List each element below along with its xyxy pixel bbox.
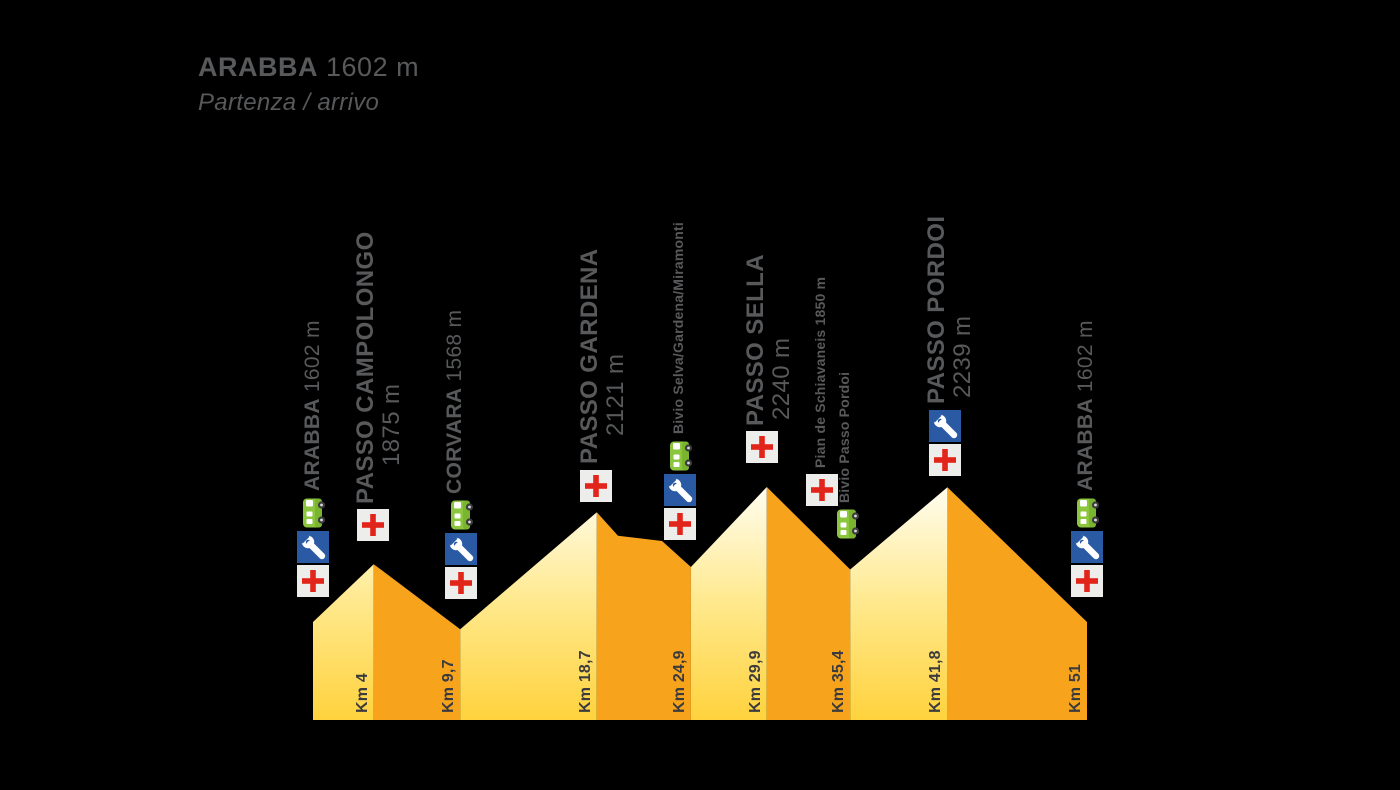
start-location-elevation: 1602 m — [326, 52, 420, 82]
km-marker: Km 9,7 — [440, 659, 458, 713]
climb-segment — [690, 487, 767, 720]
km-marker: Km 51 — [1066, 663, 1084, 713]
climb-segment — [850, 487, 948, 720]
descent-segment — [947, 487, 1087, 720]
waypoint-label-gardena: PASSO GARDENA 2121 m — [576, 248, 629, 464]
waypoint-label-campolongo: PASSO CAMPOLONGO 1875 m — [352, 231, 405, 504]
first-aid-icon — [929, 444, 961, 476]
bike-service-icon — [445, 533, 477, 565]
km-marker: Km 18,7 — [576, 650, 594, 713]
start-location-name: ARABBA — [198, 52, 318, 82]
waypoint-label-bivio-pordoi: Bivio Passo Pordoi — [836, 371, 852, 503]
bike-service-icon — [664, 474, 696, 506]
km-marker: Km 29,9 — [746, 650, 764, 713]
first-aid-icon — [297, 565, 329, 597]
shuttle-bus-icon — [1071, 497, 1103, 529]
page-subtitle: Partenza / arrivo — [198, 89, 380, 116]
shuttle-bus-icon — [831, 508, 863, 540]
descent-segment — [596, 512, 691, 720]
shuttle-bus-icon — [664, 440, 696, 472]
shuttle-bus-icon — [445, 499, 477, 531]
first-aid-icon — [357, 509, 389, 541]
first-aid-icon — [746, 431, 778, 463]
header: ARABBA 1602 m Partenza / arrivo — [198, 52, 419, 117]
climb-segment — [460, 512, 597, 720]
descent-segment — [373, 564, 461, 720]
waypoint-label-arabba-start: ARABBA 1602 m — [301, 320, 324, 491]
climb-segment — [313, 564, 374, 720]
shuttle-bus-icon — [297, 497, 329, 529]
bike-service-icon — [297, 531, 329, 563]
first-aid-icon — [1071, 565, 1103, 597]
first-aid-icon — [580, 470, 612, 502]
first-aid-icon — [806, 474, 838, 506]
page-title: ARABBA 1602 m — [198, 52, 419, 83]
waypoint-label-sella: PASSO SELLA 2240 m — [742, 254, 795, 426]
km-marker: Km 41,8 — [927, 650, 945, 713]
bike-service-icon — [929, 410, 961, 442]
waypoint-label-bivio-selva: Bivio Selva/Gardena/Miramonti — [670, 222, 686, 434]
km-marker: Km 4 — [353, 673, 371, 713]
waypoint-label-pordoi: PASSO PORDOI 2239 m — [923, 215, 976, 404]
waypoint-label-corvara: CORVARA 1568 m — [443, 309, 466, 494]
first-aid-icon — [664, 508, 696, 540]
bike-service-icon — [1071, 531, 1103, 563]
first-aid-icon — [445, 567, 477, 599]
waypoint-label-arabba-end: ARABBA 1602 m — [1074, 320, 1097, 491]
waypoint-label-schiavaneis: Pian de Schiavaneis 1850 m — [812, 276, 828, 468]
km-marker: Km 24,9 — [670, 650, 688, 713]
descent-segment — [766, 487, 851, 720]
km-marker: Km 35,4 — [830, 650, 848, 713]
